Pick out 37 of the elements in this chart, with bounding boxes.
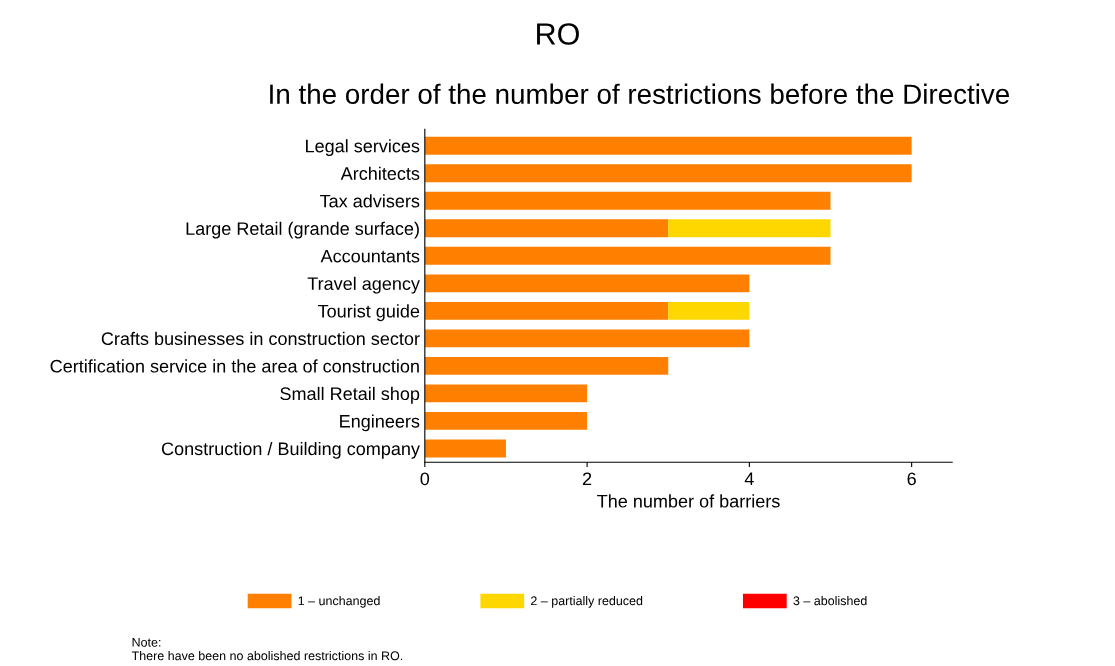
bar	[424, 274, 750, 293]
bar	[424, 356, 669, 375]
y-tick-label: Construction / Building company	[161, 441, 420, 459]
bar	[424, 136, 912, 155]
y-tick-label: Engineers	[340, 414, 420, 432]
y-tick-label: Small Retail shop	[280, 386, 420, 404]
bar	[424, 329, 750, 348]
bar	[424, 384, 588, 403]
chart-subtitle: In the order of the number of restrictions before the Directive	[270, 83, 1010, 105]
y-tick-label: Tourist guide	[318, 304, 420, 322]
bar	[424, 411, 588, 430]
bar	[668, 219, 831, 238]
bar	[424, 301, 669, 320]
x-axis-title: The number of barriers	[597, 494, 780, 508]
x-tick-label: 4	[744, 472, 754, 486]
legend-label: 3 – abolished	[793, 596, 867, 606]
bar	[424, 439, 506, 458]
y-tick-label: Tax advisers	[320, 194, 420, 208]
x-tick-label: 6	[907, 472, 916, 486]
y-tick-label: Certification service in the area of construction	[50, 359, 419, 373]
x-tick-label: 0	[420, 472, 430, 486]
y-tick-label: Accountants	[320, 249, 420, 263]
legend-label: 2 – partially reduced	[531, 596, 643, 608]
text: Note: There have been no abolished restrictions in RO.	[131, 638, 403, 661]
chart-title: RO	[537, 23, 579, 45]
bar	[424, 191, 831, 210]
y-tick-label: Travel agency	[307, 276, 420, 294]
bar	[424, 164, 912, 183]
y-tick-label: Large Retail (grande surface)	[186, 221, 419, 239]
bar	[424, 219, 669, 238]
y-tick-label: Legal services	[306, 139, 420, 157]
y-tick-label: Architects	[340, 166, 420, 180]
bar	[424, 246, 831, 265]
legend-label: 1 – unchanged	[298, 596, 380, 608]
x-tick-label: 2	[582, 472, 592, 486]
y-tick-label: Crafts businesses in construction sector	[101, 331, 420, 346]
bar	[668, 301, 750, 320]
